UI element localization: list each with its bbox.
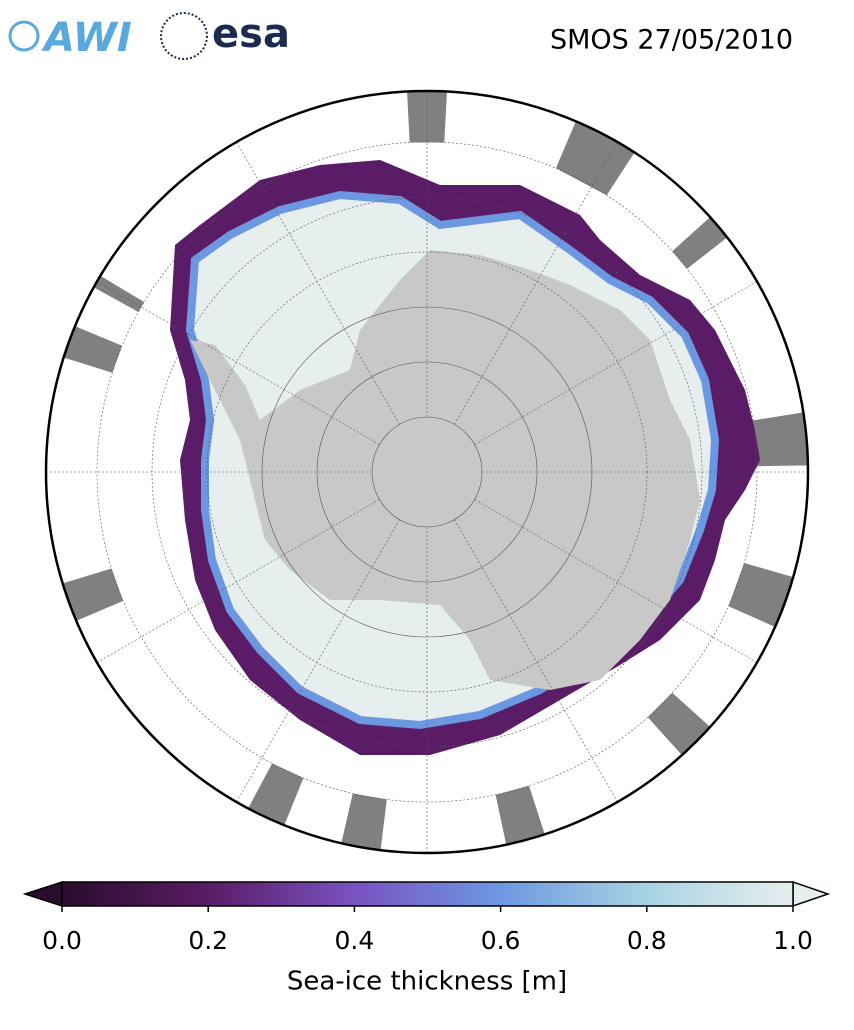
missing-data — [332, 793, 387, 853]
missing-data — [495, 785, 557, 853]
missing-data — [59, 255, 145, 312]
colorbar-tick-label: 0.0 — [42, 926, 82, 955]
graticule — [226, 519, 400, 819]
map-frame — [44, 89, 810, 855]
graticule — [474, 271, 774, 445]
graticule — [454, 519, 628, 819]
missing-data — [672, 191, 758, 269]
colorbar-label: Sea-ice thickness [m] — [287, 967, 567, 997]
map — [46, 91, 808, 853]
missing-data — [647, 692, 740, 785]
missing-data — [46, 311, 123, 373]
missing-data — [46, 568, 124, 637]
graticule — [80, 271, 380, 445]
logo-awi-text: AWI — [41, 15, 132, 61]
graticule — [454, 125, 628, 425]
logo-awi: AWI — [8, 15, 132, 61]
colorbar-extend-low — [22, 880, 63, 908]
logo-esa-icon — [160, 12, 208, 60]
missing-data — [728, 563, 808, 643]
graticule — [80, 499, 380, 673]
missing-data — [405, 91, 449, 143]
colorbar-tick-label: 0.4 — [335, 926, 375, 955]
graticule — [316, 361, 538, 583]
colorbar-tick-label: 0.2 — [188, 926, 228, 955]
colorbar-body — [61, 881, 794, 907]
missing-data — [229, 763, 304, 853]
missing-data — [752, 406, 808, 467]
map-title: SMOS 27/05/2010 — [550, 25, 793, 56]
colorbar: 0.0 0.2 0.4 0.6 0.8 1.0 — [22, 880, 831, 955]
graticule — [474, 499, 774, 673]
graticule — [226, 125, 400, 425]
logo-awi-icon — [8, 20, 40, 52]
graticule — [96, 141, 758, 803]
colorbar-tick-label: 0.6 — [481, 926, 521, 955]
antarctica — [190, 250, 700, 690]
missing-data — [555, 91, 656, 196]
colorbar-extend-high — [792, 880, 831, 908]
colorbar-tick-label: 0.8 — [627, 926, 667, 955]
logo-esa-text: esa — [212, 11, 290, 57]
logo-esa: esa — [160, 11, 290, 60]
colorbar-tick-label: 1.0 — [773, 926, 813, 955]
